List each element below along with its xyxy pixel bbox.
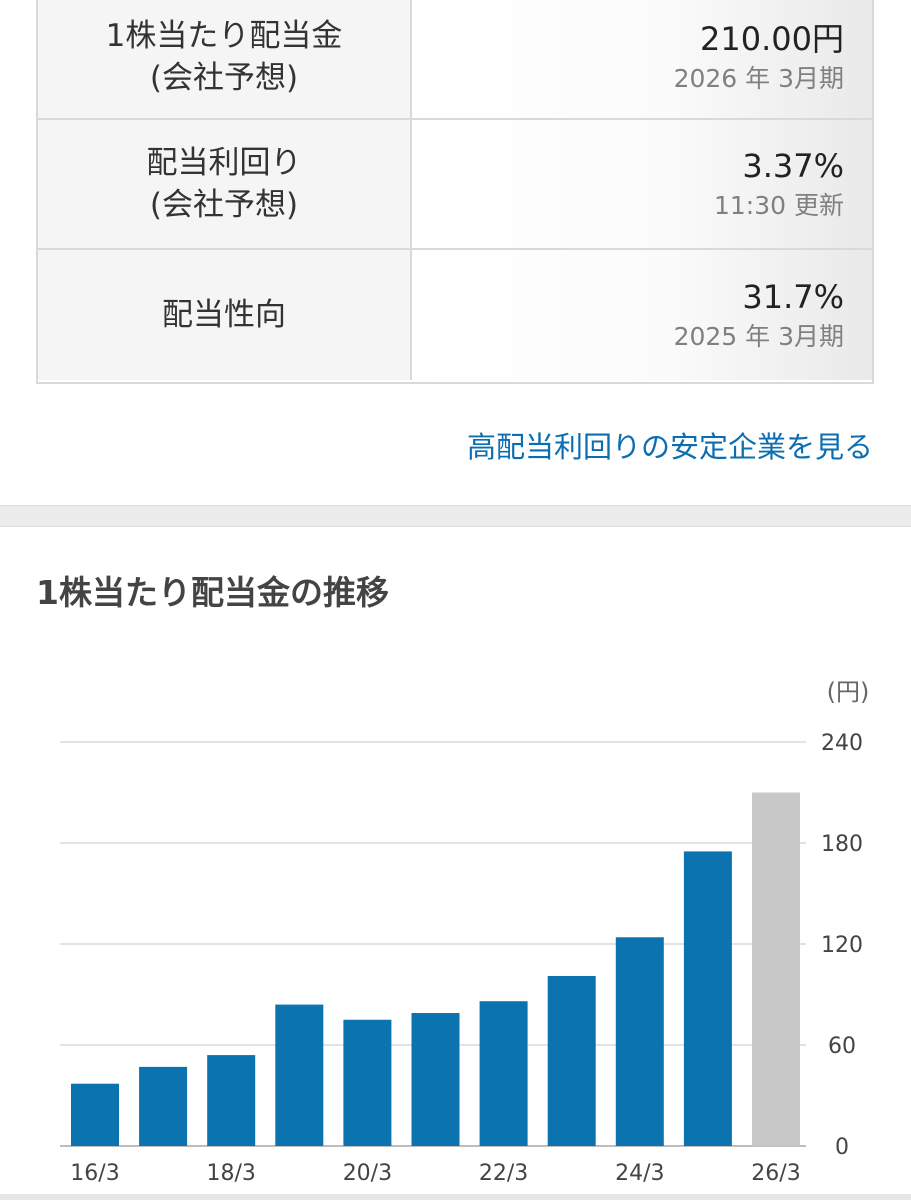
row-note: 2026 年 3月期 [673,64,844,93]
x-tick-label: 18/3 [206,1161,255,1186]
x-tick-label: 26/3 [751,1161,800,1186]
row-label-line1: 配当性向 [162,297,286,333]
y-axis-unit: (円) [827,678,870,706]
row-value-cell: 210.00円 2026 年 3月期 [412,0,872,118]
dividend-bar [683,851,732,1146]
row-value-cell: 3.37% 11:30 更新 [412,120,872,248]
section-title: 1株当たり配当金の推移 [36,573,389,612]
row-value-cell: 31.7% 2025 年 3月期 [412,250,872,380]
dividend-bar [207,1055,256,1146]
x-tick-label: 16/3 [70,1161,119,1186]
row-label-line2: (会社予想) [149,60,299,96]
x-tick-label: 22/3 [479,1161,528,1186]
row-value: 31.7% [742,278,844,316]
dividend-bar [547,975,596,1146]
x-tick-label: 20/3 [343,1161,392,1186]
y-tick-label: 60 [828,1034,856,1059]
row-label: 配当性向 [38,250,412,380]
chart-svg: (円) 0 60 120 180 240 16/3 18/3 20/3 22/3 24/3 26/3 [60,678,870,1186]
dividend-bar [479,1001,528,1146]
dividend-bar [139,1066,188,1146]
dividend-yield-row: 配当利回り (会社予想) 3.37% 11:30 更新 [38,120,872,250]
dividend-bar [411,1013,460,1146]
y-tick-label: 120 [821,933,863,958]
row-note: 11:30 更新 [714,191,844,220]
high-yield-stocks-link[interactable]: 高配当利回りの安定企業を見る [466,430,873,464]
dividend-bar [343,1019,392,1146]
section-separator [0,505,911,527]
row-value: 210.00円 [700,20,844,58]
row-label-line1: 配当利回り [146,145,302,181]
dividend-bar [71,1083,119,1146]
row-label-line1: 1株当たり配当金 [105,18,343,54]
dividend-bar [275,1004,324,1146]
forecast-bar [752,792,800,1146]
row-label: 配当利回り (会社予想) [38,120,412,248]
dividend-table: 1株当たり配当金 (会社予想) 210.00円 2026 年 3月期 配当利回り… [36,0,874,384]
x-tick-label: 24/3 [615,1161,664,1186]
dividend-history-chart: (円) 0 60 120 180 240 16/3 18/3 20/3 22/3 24/3 26/3 [0,660,911,1200]
y-tick-label: 180 [821,832,863,857]
y-tick-label: 0 [835,1135,849,1160]
row-value: 3.37% [742,147,844,185]
dividend-per-share-row: 1株当たり配当金 (会社予想) 210.00円 2026 年 3月期 [38,0,872,120]
row-label-line2: (会社予想) [149,187,299,223]
row-label: 1株当たり配当金 (会社予想) [38,0,412,118]
bottom-divider [0,1194,911,1200]
y-tick-label: 240 [821,731,863,756]
dividend-bar [615,937,664,1146]
payout-ratio-row: 配当性向 31.7% 2025 年 3月期 [38,250,872,380]
row-note: 2025 年 3月期 [673,322,844,351]
